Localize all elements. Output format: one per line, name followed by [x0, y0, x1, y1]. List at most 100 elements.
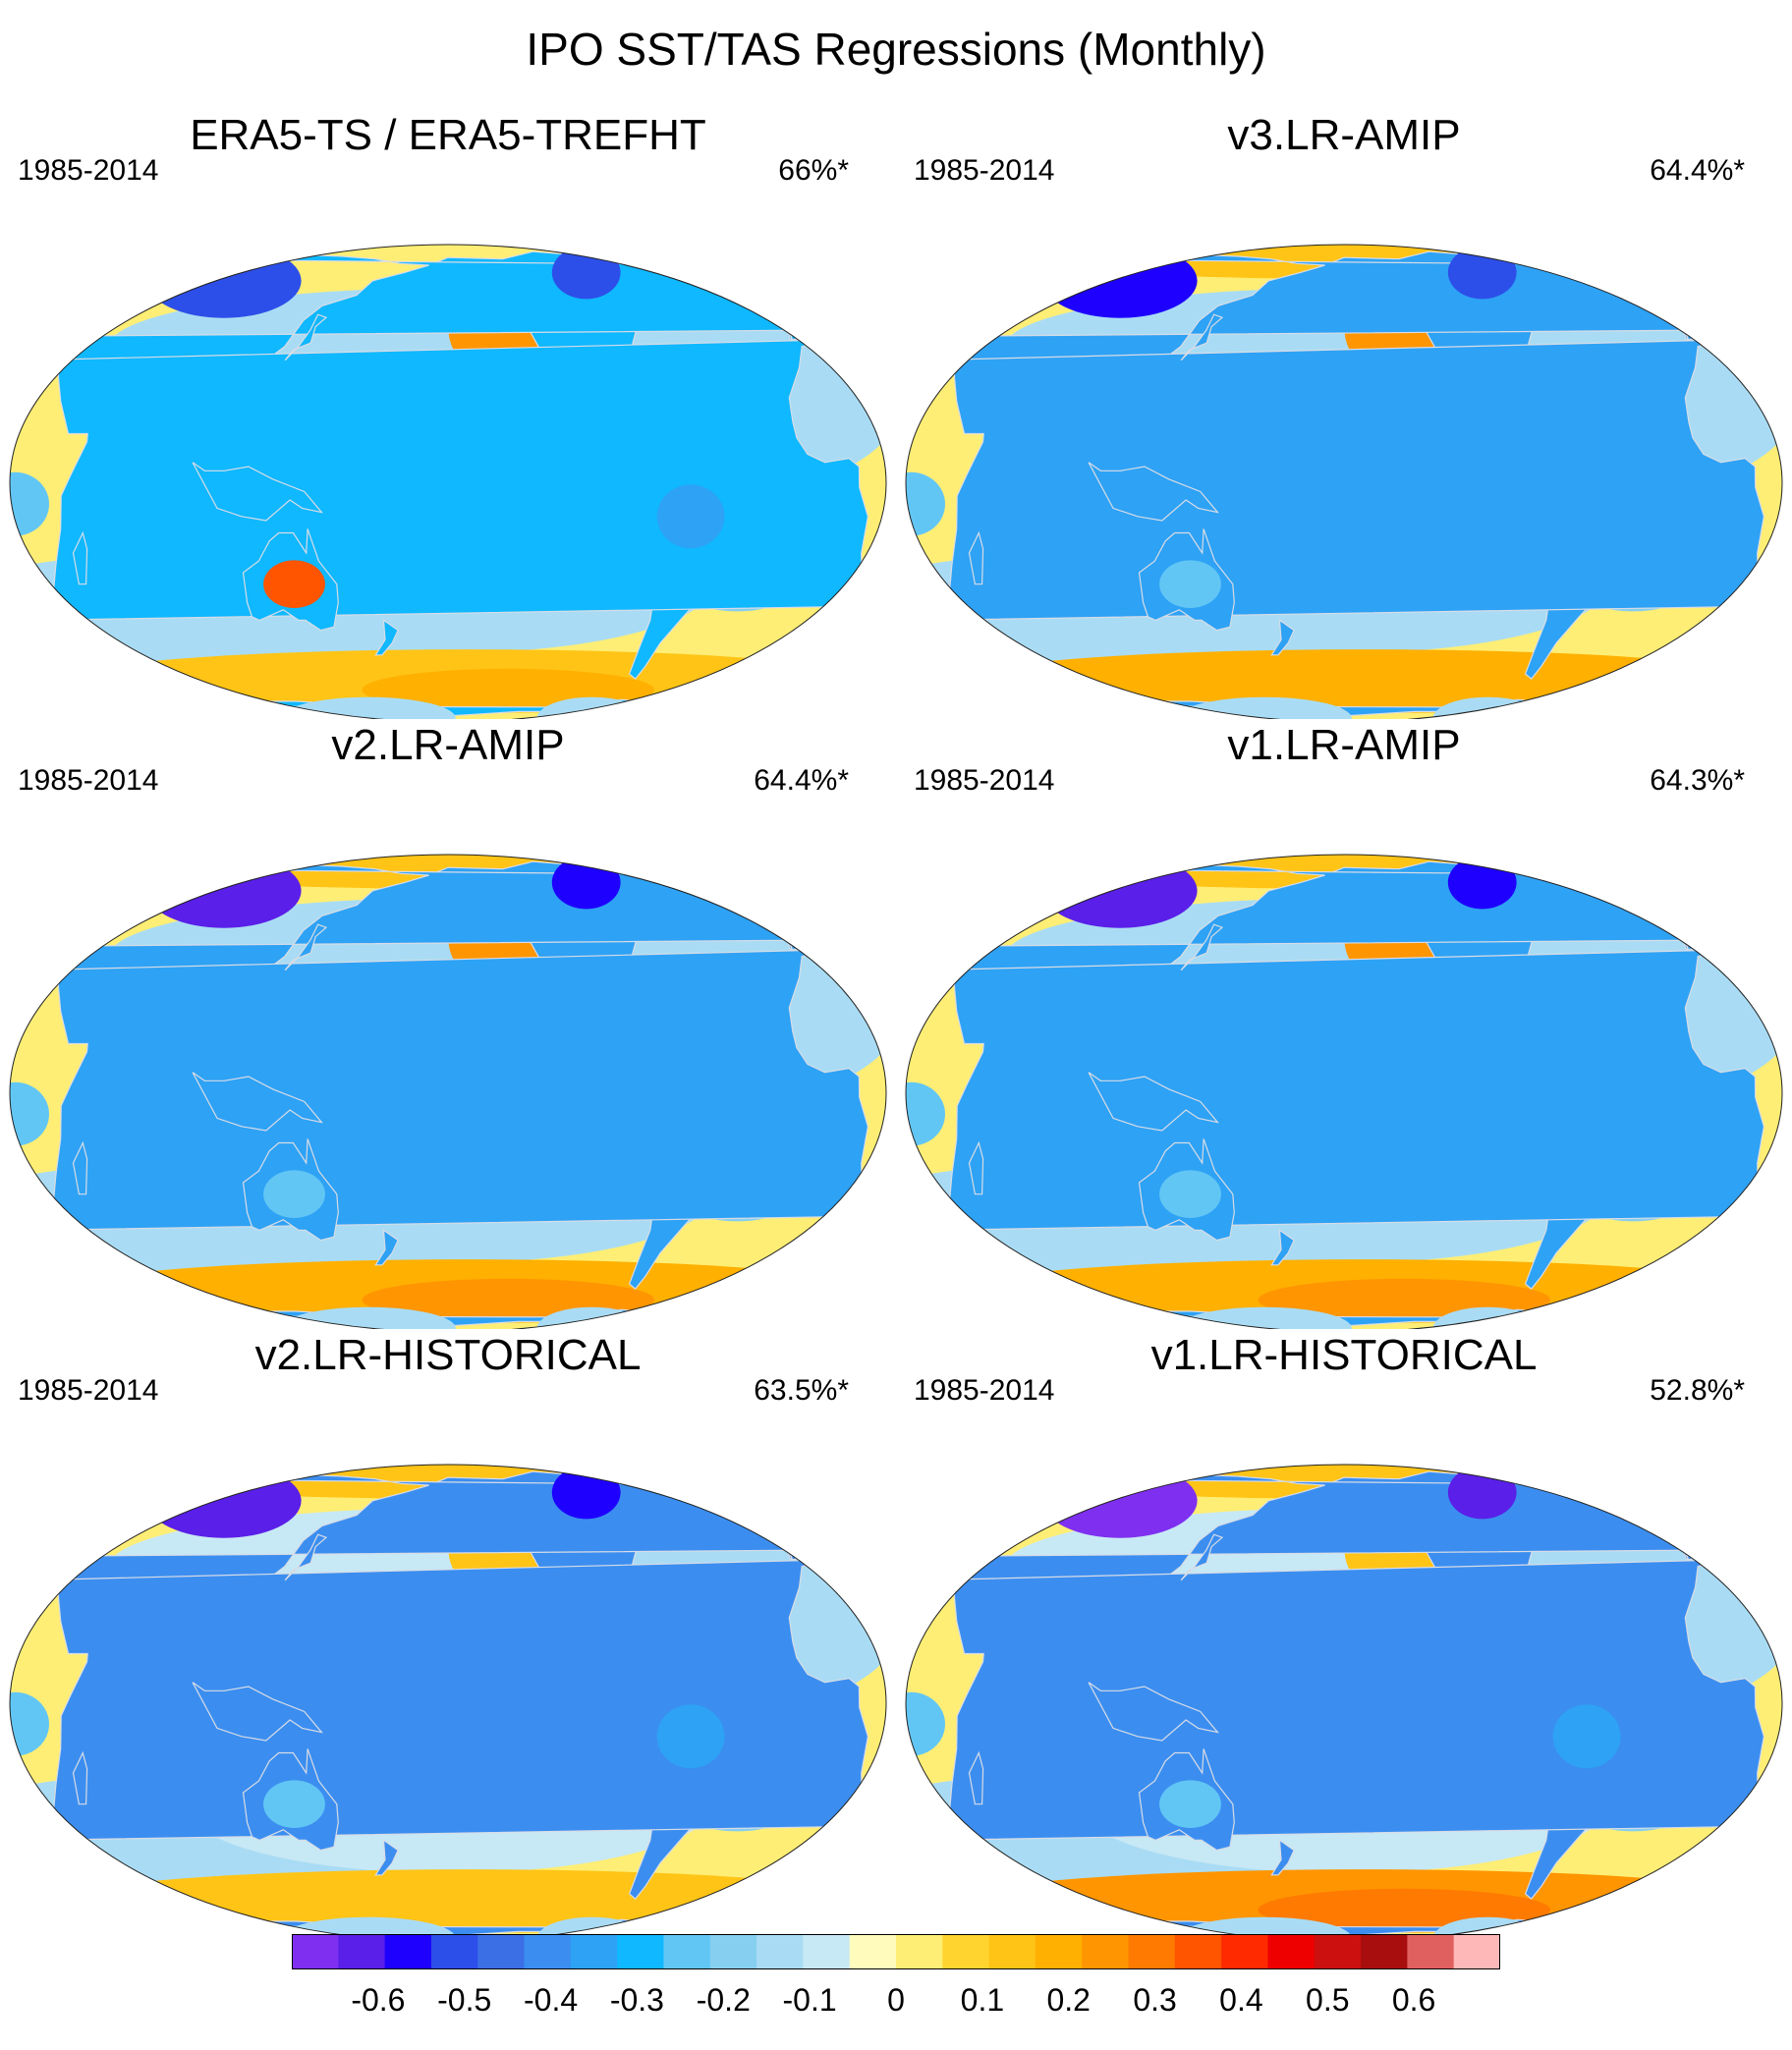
- map-panel-v3-lr-amip: v3.LR-AMIP 1985-2014 64.4%*: [896, 110, 1792, 719]
- field-central-africa-cool: [10, 471, 49, 536]
- field-amazon-cold-core: [656, 1094, 725, 1159]
- land-british-isles: [758, 1500, 796, 1522]
- land-indonesia: [1088, 1682, 1219, 1742]
- field-australia-interior: [263, 1780, 325, 1828]
- colorbar-tick-label: -0.5: [437, 1982, 491, 2018]
- panel-title: v1.LR-HISTORICAL: [1150, 1331, 1538, 1379]
- colorbar-swatch: [1128, 1934, 1176, 1969]
- panel-period: 1985-2014: [914, 1374, 1055, 1407]
- map-outline: [9, 854, 887, 1329]
- field-siberia-cold-core: [1042, 1465, 1198, 1538]
- colorbar-tick-label: 0: [887, 1982, 905, 2018]
- panel-title: v2.LR-HISTORICAL: [254, 1331, 642, 1379]
- colorbar-swatch: [988, 1934, 1036, 1969]
- colorbar-tick-label: -0.6: [351, 1982, 405, 2018]
- land-japan: [284, 923, 328, 971]
- field-amazon-cold-core: [1552, 484, 1621, 549]
- land-africa: [924, 1559, 1765, 1841]
- field-scandinavia-cold-core: [78, 860, 147, 904]
- land-madagascar: [968, 1750, 984, 1805]
- land-indonesia: [192, 1072, 323, 1132]
- panel-period: 1985-2014: [18, 764, 159, 797]
- map-field: [10, 855, 886, 1329]
- colorbar: -0.6 -0.5 -0.4 -0.3 -0.2 -0.1 0 0.1 0.2 0.3 0.4 0.5…: [292, 1934, 1500, 2022]
- panel-title: v3.LR-AMIP: [1227, 111, 1461, 159]
- field-australia-interior: [1159, 560, 1221, 608]
- land-new-zealand: [374, 1229, 399, 1266]
- field-siberia-cold-core: [146, 855, 302, 928]
- panel-variance: 64.4%*: [1650, 154, 1745, 187]
- land-new-zealand: [1270, 1229, 1295, 1266]
- land-british-isles: [758, 280, 796, 302]
- field-central-africa-cool: [906, 471, 945, 536]
- field-amazon-cold-core: [1552, 1704, 1621, 1769]
- colorbar-swatch: [292, 1934, 339, 1969]
- colorbar-frame: [292, 1934, 1500, 1969]
- map-canvas: [905, 244, 1783, 719]
- land-africa: [28, 339, 869, 621]
- colorbar-tick-label: 0.6: [1392, 1982, 1435, 2018]
- map-canvas: [905, 1464, 1783, 1939]
- land-british-isles: [758, 890, 796, 912]
- land-japan: [1180, 313, 1224, 361]
- land-japan: [284, 1533, 328, 1581]
- colorbar-tick-label: 0.1: [961, 1982, 1004, 2018]
- panel-variance: 52.8%*: [1650, 1374, 1745, 1407]
- field-canada-cold-core: [551, 1466, 621, 1520]
- colorbar-swatch: [1082, 1934, 1130, 1969]
- panel-period: 1985-2014: [914, 764, 1055, 797]
- land-new-zealand: [374, 1839, 399, 1876]
- field-canada-cold-core: [1447, 1466, 1517, 1520]
- field-siberia-cold-core: [1042, 855, 1198, 928]
- colorbar-swatch: [430, 1934, 478, 1969]
- field-amazon-cold-core: [1552, 1094, 1621, 1159]
- land-africa: [924, 339, 1765, 621]
- colorbar-tick-label: -0.3: [610, 1982, 664, 2018]
- panel-title: v1.LR-AMIP: [1227, 721, 1461, 769]
- field-siberia-cold-core: [146, 245, 302, 318]
- colorbar-swatch: [756, 1934, 804, 1969]
- colorbar-tick-label: -0.2: [697, 1982, 751, 2018]
- colorbar-swatch: [1407, 1934, 1455, 1969]
- map-canvas: [905, 854, 1783, 1329]
- land-madagascar: [72, 1750, 88, 1805]
- land-indonesia: [192, 1682, 323, 1742]
- map-field: [10, 1465, 886, 1939]
- colorbar-swatch: [663, 1934, 711, 1969]
- colorbar-swatch: [1221, 1934, 1268, 1969]
- colorbar-swatch: [709, 1934, 757, 1969]
- land-madagascar: [72, 530, 88, 585]
- colorbar-swatch: [477, 1934, 526, 1969]
- land-africa: [924, 949, 1765, 1231]
- figure-title: IPO SST/TAS Regressions (Monthly): [526, 24, 1266, 75]
- panel-period: 1985-2014: [18, 154, 159, 187]
- field-central-africa-cool: [906, 1081, 945, 1146]
- map-field: [10, 245, 886, 719]
- panel-variance: 66%*: [778, 154, 849, 187]
- land-africa: [28, 949, 869, 1231]
- field-canada-cold-core: [551, 856, 621, 910]
- panel-period: 1985-2014: [914, 154, 1055, 187]
- colorbar-swatch: [1361, 1934, 1408, 1969]
- map-canvas: [9, 244, 887, 719]
- colorbar-swatch: [570, 1934, 618, 1969]
- map-outline: [905, 1464, 1783, 1939]
- land-indonesia: [1088, 1072, 1219, 1132]
- colorbar-swatch: [1453, 1934, 1500, 1969]
- map-field: [906, 1465, 1782, 1939]
- land-british-isles: [1654, 280, 1692, 302]
- land-japan: [284, 313, 328, 361]
- field-australia-interior: [263, 560, 325, 608]
- colorbar-swatch: [617, 1934, 664, 1969]
- land-japan: [1180, 923, 1224, 971]
- colorbar-swatch: [896, 1934, 943, 1969]
- colorbar-swatch: [942, 1934, 990, 1969]
- land-new-zealand: [1270, 619, 1295, 656]
- map-outline: [9, 244, 887, 719]
- panel-variance: 64.3%*: [1650, 764, 1745, 797]
- field-canada-cold-core: [1447, 246, 1517, 300]
- map-panel-v1-lr-amip: v1.LR-AMIP 1985-2014 64.3%*: [896, 720, 1792, 1329]
- field-scandinavia-cold-core: [78, 1470, 147, 1514]
- field-scandinavia-cold-core: [78, 250, 147, 294]
- panel-variance: 64.4%*: [754, 764, 849, 797]
